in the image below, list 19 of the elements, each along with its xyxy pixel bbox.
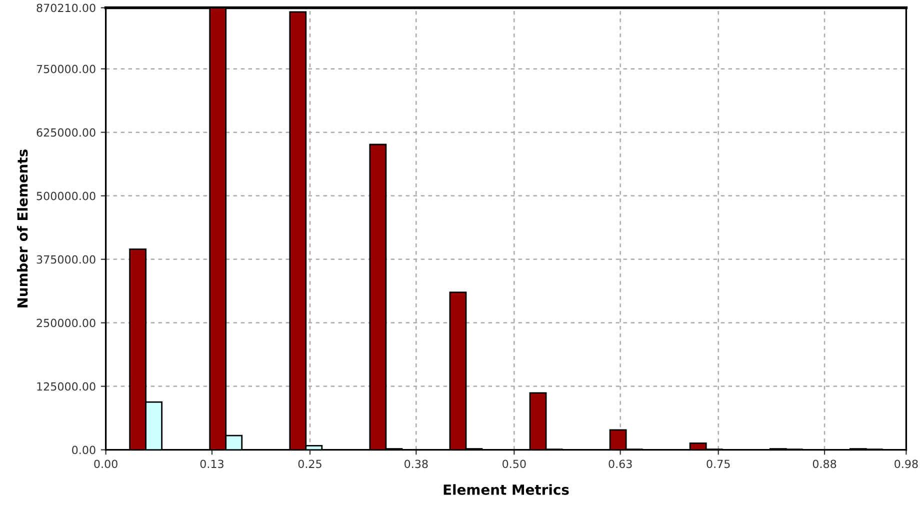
y-tick-label: 375000.00 bbox=[36, 255, 96, 264]
x-tick-label: 0.75 bbox=[706, 460, 730, 468]
y-tick-label: 750000.00 bbox=[36, 64, 96, 74]
x-tick-label: 0.98 bbox=[894, 460, 918, 468]
y-tick-label: 0.00 bbox=[72, 446, 96, 454]
x-tick-label: 0.63 bbox=[608, 460, 632, 468]
y-axis-title: Number of Elements bbox=[16, 150, 28, 308]
x-tick-label: 0.50 bbox=[502, 460, 526, 468]
y-tick-label: 870210.00 bbox=[36, 4, 96, 12]
y-tick-label: 125000.00 bbox=[37, 382, 96, 391]
y-tick-label: 250000.00 bbox=[36, 318, 96, 328]
x-tick-label: 0.00 bbox=[94, 460, 118, 468]
y-tick-label: 500000.00 bbox=[36, 192, 96, 200]
x-axis-title: Element Metrics bbox=[444, 484, 569, 495]
x-tick-label: 0.13 bbox=[200, 460, 224, 468]
x-tick-label: 0.25 bbox=[298, 460, 322, 468]
y-tick-label: 625000.00 bbox=[36, 128, 96, 137]
x-tick-label: 0.38 bbox=[404, 460, 428, 468]
x-tick-label: 0.88 bbox=[812, 460, 836, 468]
